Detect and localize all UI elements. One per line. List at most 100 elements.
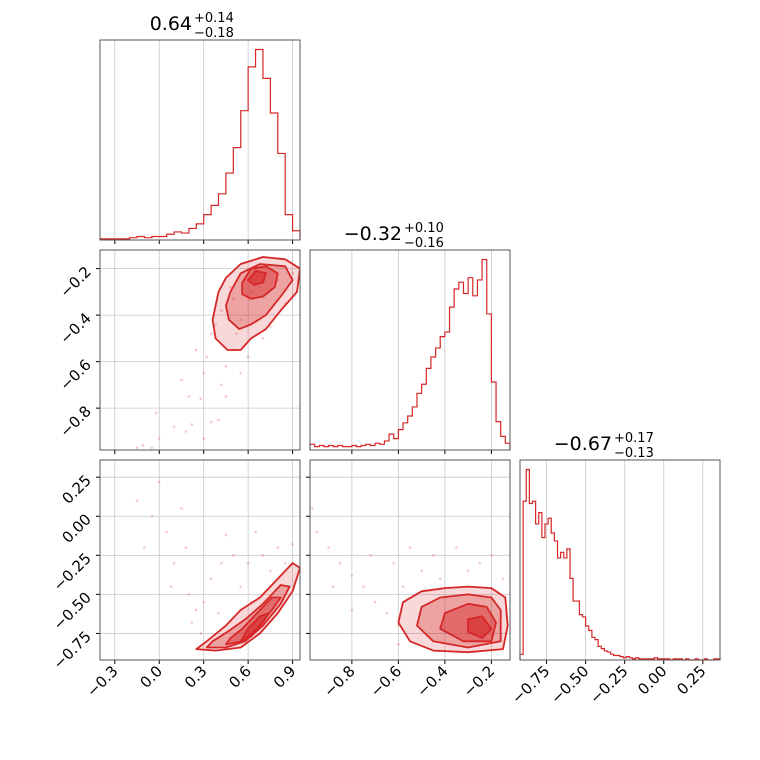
histogram-bin [482, 260, 487, 450]
scatter-point [350, 574, 354, 577]
histogram-bin [551, 533, 554, 660]
histogram-bin [463, 294, 468, 450]
scatter-point [199, 397, 203, 401]
histogram-bin [417, 393, 422, 450]
histogram-bin [431, 357, 436, 450]
histogram-bin [233, 148, 240, 240]
pair-panel-0-2 [96, 459, 301, 664]
scatter-point [194, 348, 198, 352]
scatter-point [220, 309, 223, 312]
title-plus: +0.10 [404, 221, 444, 236]
pair-content [311, 507, 509, 654]
scatter-point [385, 611, 389, 615]
histogram-bin [573, 601, 576, 660]
histogram-step [99, 48, 301, 240]
histogram-bin [542, 538, 545, 660]
histogram-bin [505, 443, 510, 450]
scatter-point [362, 585, 365, 588]
scatter-point [217, 611, 220, 615]
histogram-bin [422, 384, 427, 450]
scatter-point [311, 507, 314, 510]
scatter-point [202, 437, 206, 440]
scatter-point [209, 420, 213, 424]
scatter-point [234, 332, 238, 336]
scatter-point [373, 600, 377, 604]
scatter-point [202, 371, 206, 375]
scatter-point [194, 608, 198, 612]
scatter-point [254, 530, 257, 534]
scatter-point [224, 364, 228, 368]
pair-panel-1-2 [306, 459, 511, 664]
scatter-point [369, 554, 372, 557]
scatter-point [249, 290, 253, 294]
axes-frame [99, 459, 301, 661]
y-tick-label: −0.2 [56, 263, 94, 301]
scatter-point [291, 271, 294, 275]
title-plus: +0.14 [194, 11, 234, 26]
histogram-bin [548, 518, 551, 660]
pair-panel-0-1 [96, 249, 301, 454]
scatter-point [261, 337, 265, 340]
scatter-point [224, 395, 228, 398]
scatter-point [154, 411, 158, 415]
x-tick-label: 0.0 [136, 662, 166, 692]
histogram-bin [219, 194, 226, 240]
contour-level-3 [239, 612, 270, 643]
histogram-bin [536, 524, 539, 660]
histogram-bin [196, 224, 203, 240]
scatter-point [258, 285, 262, 289]
histogram-bin [501, 436, 506, 450]
scatter-point [392, 561, 396, 565]
histogram-bin [579, 615, 582, 660]
scatter-point [229, 285, 232, 289]
axes-frame [99, 249, 301, 451]
histogram-bin [473, 296, 478, 450]
x-tick-labels-1: −0.8 −0.6 −0.4 −0.2 [320, 662, 498, 700]
scatter-point [327, 546, 330, 549]
contour-level-0 [195, 562, 300, 652]
histogram-bin [426, 368, 431, 450]
scatter-point [283, 561, 287, 565]
histogram-bin [270, 113, 277, 240]
x-tick-label: −0.50 [547, 662, 592, 707]
y-tick-label: −0.4 [56, 309, 94, 347]
histogram-bin [241, 111, 248, 240]
scatter-point [209, 577, 213, 581]
histogram-bin [167, 234, 174, 240]
hist-panel-1: −0.32 +0.10−0.16 [309, 221, 511, 454]
histogram-bin [375, 443, 380, 450]
y-tick-labels-2: −0.75−0.50−0.250.000.25 [50, 471, 95, 672]
scatter-point [209, 332, 213, 336]
scatter-point [190, 423, 194, 426]
histogram-bin [319, 445, 324, 450]
histogram-bin [445, 332, 450, 450]
scatter-point [490, 554, 493, 557]
histogram-bin [248, 67, 255, 240]
y-tick-label: −0.50 [50, 588, 95, 633]
scatter-point [350, 608, 354, 612]
histogram-bin [361, 445, 366, 450]
panels-layer: 0.64 +0.14−0.18−0.32 +0.10−0.16−0.67 +0.17−… [50, 11, 721, 707]
title-minus: −0.18 [194, 26, 234, 41]
scatter-point [338, 561, 342, 565]
histogram-bin [459, 282, 464, 450]
scatter-point [199, 632, 203, 635]
histogram-bin [352, 445, 357, 450]
scatter-point [466, 569, 470, 573]
scatter-point [397, 643, 400, 646]
scatter-point [187, 593, 191, 596]
x-tick-label: −0.6 [367, 662, 405, 700]
histogram-bin [278, 153, 285, 240]
x-tick-labels-0: −0.3 0.0 0.3 0.6 0.9 [83, 662, 299, 700]
title-value: −0.32 [344, 223, 402, 245]
axes-frame [519, 459, 721, 661]
title-plus: +0.17 [614, 431, 654, 446]
axes-frame [99, 39, 301, 241]
histogram-bin [450, 307, 455, 450]
scatter-point [431, 554, 435, 557]
x-tick-label: 0.6 [225, 662, 255, 692]
scatter-point [315, 530, 319, 534]
scatter-point [184, 430, 188, 433]
histogram-bin [408, 416, 413, 450]
histogram-bin [310, 444, 315, 450]
